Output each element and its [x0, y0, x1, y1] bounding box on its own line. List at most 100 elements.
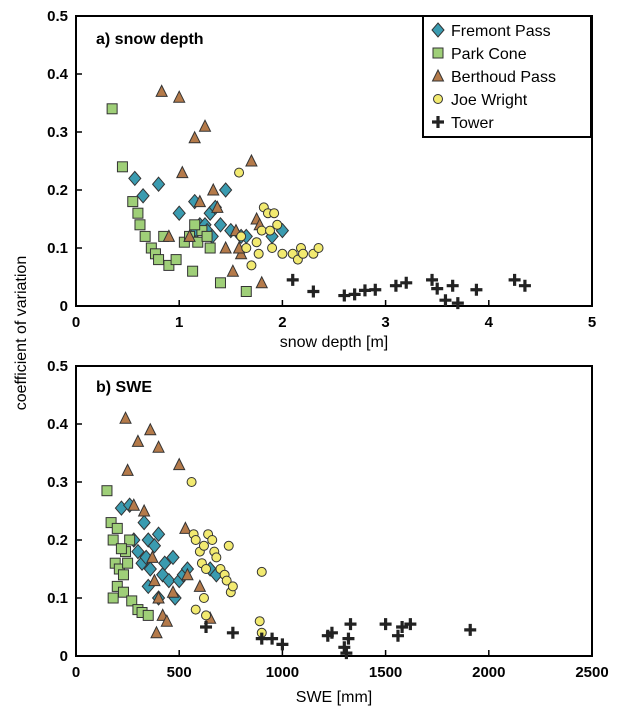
point-park-cone — [117, 569, 129, 581]
point-park-cone — [116, 161, 128, 173]
point-joe-wright — [313, 243, 324, 253]
y-axis-label: coefficient of variation — [13, 256, 30, 410]
point-park-cone — [192, 236, 204, 248]
point-tower — [369, 283, 382, 296]
y-tick-label-b: 0 — [60, 648, 68, 665]
point-park-cone — [111, 580, 123, 592]
point-joe-wright — [298, 248, 309, 259]
x-tick-label-a: 3 — [381, 314, 389, 331]
point-tower — [426, 273, 439, 286]
point-park-cone — [117, 586, 129, 598]
point-park-cone — [214, 277, 226, 289]
point-tower — [338, 289, 351, 302]
point-fremont-pass — [137, 514, 151, 531]
point-fremont-pass — [128, 170, 142, 187]
point-berthoud-pass — [183, 229, 196, 242]
point-joe-wright — [254, 616, 265, 627]
point-joe-wright — [201, 610, 212, 621]
legend-marker-park-cone — [432, 47, 444, 59]
point-tower — [508, 273, 521, 286]
point-park-cone — [153, 254, 165, 266]
point-berthoud-pass — [175, 165, 189, 179]
point-park-cone — [106, 103, 118, 115]
series-joe-wright-a — [234, 167, 324, 271]
point-fremont-pass — [213, 217, 228, 233]
point-joe-wright — [277, 248, 288, 259]
point-tower — [255, 632, 268, 645]
point-fremont-pass — [162, 572, 176, 589]
plot-frame-a — [75, 15, 593, 307]
y-tick-label-a: 0.4 — [47, 66, 69, 83]
point-joe-wright — [256, 566, 267, 577]
point-berthoud-pass — [255, 275, 269, 289]
series-tower-a — [286, 273, 531, 310]
point-tower — [340, 647, 353, 660]
point-tower — [389, 279, 402, 292]
panel-swe: b) SWE SWE [mm] 0 500 1000 1500 2000 2500 0 0.1… — [47, 358, 609, 706]
point-berthoud-pass — [172, 90, 186, 103]
series-joe-wright-b — [186, 477, 267, 638]
panel-title-b: b) SWE — [96, 379, 152, 396]
point-park-cone — [111, 522, 123, 534]
point-park-cone — [163, 259, 175, 271]
x-tick-label-b: 0 — [72, 664, 80, 681]
point-berthoud-pass — [152, 440, 165, 453]
point-fremont-pass — [166, 549, 180, 566]
point-park-cone — [105, 517, 117, 529]
point-fremont-pass — [158, 555, 172, 571]
point-berthoud-pass — [245, 153, 258, 167]
point-fremont-pass — [136, 188, 150, 204]
point-joe-wright — [186, 477, 197, 487]
x-tick-label-b: 1000 — [266, 664, 299, 681]
point-tower — [344, 618, 357, 631]
x-tick-label-b: 2500 — [575, 664, 608, 681]
point-fremont-pass — [218, 182, 233, 198]
legend-marker-tower — [432, 116, 444, 128]
legend-label-park-cone: Park Cone — [451, 46, 527, 63]
point-tower — [518, 279, 531, 292]
legend-label-joe-wright: Joe Wright — [451, 92, 528, 109]
point-park-cone — [132, 207, 144, 219]
x-tick-label-a: 0 — [72, 314, 80, 331]
point-fremont-pass — [131, 543, 145, 560]
point-park-cone — [204, 242, 216, 254]
point-joe-wright — [265, 225, 276, 236]
y-tick-label-a: 0.3 — [47, 124, 68, 141]
point-joe-wright — [227, 581, 238, 592]
point-berthoud-pass — [119, 411, 132, 424]
y-tick-label-b: 0.5 — [47, 358, 68, 375]
y-tick-label-a: 0.5 — [47, 8, 68, 25]
series-park-cone-a — [106, 103, 252, 297]
series-park-cone-b — [101, 485, 154, 621]
point-berthoud-pass — [152, 590, 165, 604]
point-tower — [446, 279, 459, 292]
point-park-cone — [107, 592, 119, 604]
legend-label-berthoud-pass: Berthoud Pass — [451, 69, 556, 86]
point-tower — [431, 282, 444, 295]
point-joe-wright — [269, 208, 280, 219]
point-joe-wright — [198, 593, 209, 603]
point-tower — [276, 638, 289, 651]
point-berthoud-pass — [219, 240, 232, 254]
point-fremont-pass — [172, 205, 186, 221]
point-joe-wright — [223, 540, 234, 551]
point-joe-wright — [198, 540, 209, 551]
point-berthoud-pass — [121, 463, 134, 476]
point-joe-wright — [236, 231, 247, 242]
panel-title-a: a) snow depth — [96, 31, 204, 48]
point-park-cone — [101, 485, 113, 497]
y-tick-label-b: 0.2 — [47, 532, 68, 549]
point-joe-wright — [221, 575, 232, 586]
point-berthoud-pass — [150, 625, 163, 639]
point-park-cone — [189, 219, 201, 231]
point-joe-wright — [272, 219, 283, 230]
panel-snow-depth: a) snow depth snow depth [m] 0 1 2 3 4 5 0 0.1 0… — [47, 8, 596, 351]
point-joe-wright — [246, 260, 257, 271]
series-fremont-pass-b — [114, 497, 224, 606]
series-tower-b — [200, 618, 477, 660]
point-joe-wright — [190, 535, 201, 545]
point-park-cone — [124, 534, 136, 546]
point-tower — [226, 626, 239, 639]
point-tower — [400, 276, 413, 289]
